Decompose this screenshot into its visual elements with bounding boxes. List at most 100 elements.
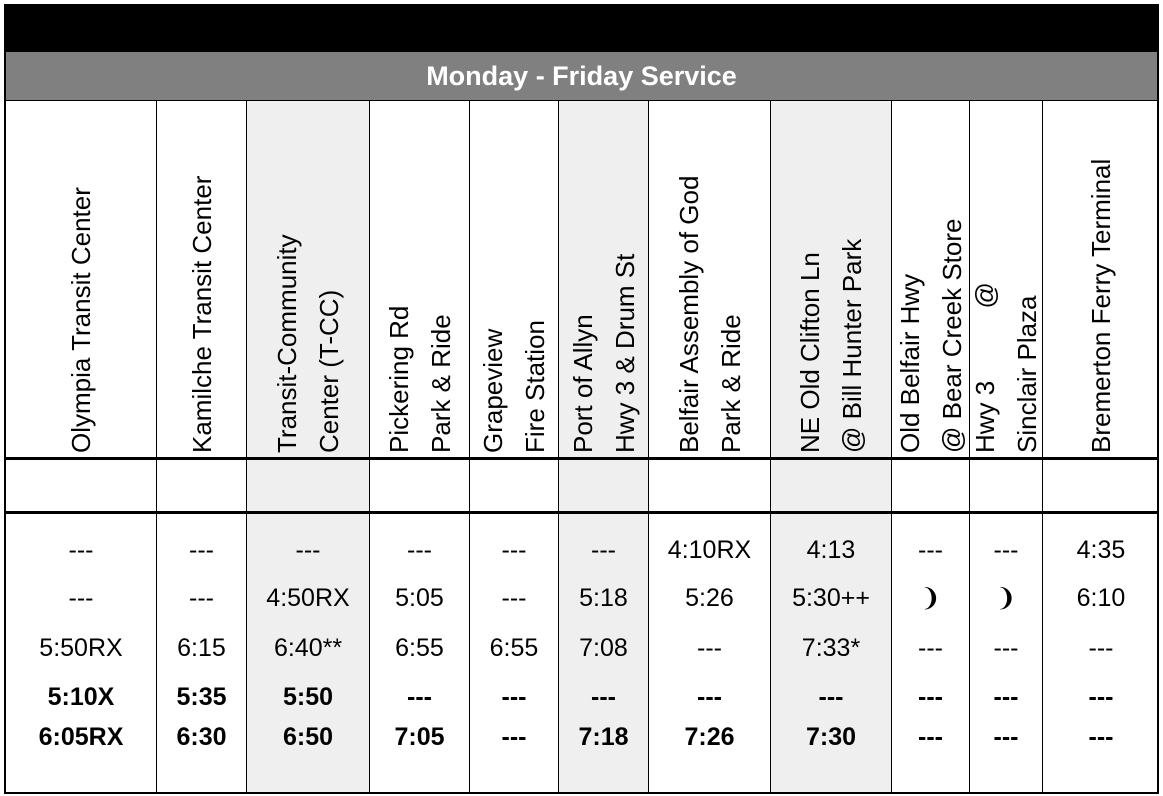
stop-header: Old Belfair Hwy @ Bear Creek Store [892, 101, 969, 460]
stop-header: Kamilche Transit Center [157, 101, 246, 460]
time-cell: --- [591, 683, 616, 711]
time-cell: 5:18 [579, 584, 628, 612]
time-cell: --- [993, 536, 1019, 564]
time-cell: --- [918, 683, 943, 711]
time-cell: --- [501, 584, 527, 612]
time-cell: --- [993, 723, 1019, 751]
time-cell: --- [591, 536, 616, 564]
time-cell: --- [697, 634, 722, 662]
stop-column: NE Old Clifton Ln @ Bill Hunter Park 4:13 5… [771, 101, 892, 792]
time-cell: --- [918, 634, 943, 662]
time-cell: 6:40** [273, 634, 343, 662]
stop-header-text: Old Belfair Hwy @ Bear Creek Store [892, 101, 969, 453]
stop-header: NE Old Clifton Ln @ Bill Hunter Park [771, 101, 891, 460]
time-cell: --- [697, 683, 722, 711]
time-cell: --- [189, 536, 214, 564]
stop-name-line: Kamilche Transit Center [186, 175, 217, 453]
time-cell: 4:35 [1076, 536, 1126, 564]
blank-row [892, 460, 969, 514]
schedule-table: Monday - Friday Service Olympia Transit … [4, 4, 1159, 794]
stop-name-line: Grapeview [478, 328, 508, 453]
time-cell: 5:50RX [39, 634, 123, 662]
time-cell: 4:10RX [667, 536, 752, 564]
stop-header: Pickering Rd Park & Ride [370, 101, 469, 460]
blank-row [771, 460, 891, 514]
blank-row [247, 460, 369, 514]
schedule-grid: Olympia Transit Center --- --- 5:50RX 5:10X 6… [6, 101, 1157, 792]
stop-header-text: Belfair Assembly of God Park & Ride [662, 101, 758, 453]
schedule-title: Monday - Friday Service [426, 60, 737, 91]
blank-row [649, 460, 770, 514]
stop-header: Hwy 3 @ Sinclair Plaza [970, 101, 1042, 460]
time-cell: --- [1088, 634, 1114, 662]
time-cell: 4:13 [806, 536, 856, 564]
time-cell: 7:05 [394, 723, 445, 751]
title-bar: Monday - Friday Service [6, 52, 1157, 101]
time-cell: --- [501, 723, 527, 751]
stop-name-line: Pickering Rd [383, 305, 414, 453]
time-cell: --- [993, 683, 1019, 711]
time-cell: 6:55 [489, 634, 539, 662]
time-cell: 7:08 [579, 634, 628, 662]
stop-name-line: Belfair Assembly of God [673, 175, 704, 453]
stop-header-text: Bremerton Ferry Terminal [1053, 101, 1149, 453]
stop-name-line: Olympia Transit Center [66, 187, 96, 453]
blank-row [1043, 460, 1157, 514]
blank-row [6, 460, 156, 514]
stop-name-line: Hwy 3 @ [970, 282, 1000, 453]
stop-header: Bremerton Ferry Terminal [1043, 101, 1157, 460]
stop-header: Transit-Community Center (T-CC) [247, 101, 369, 460]
time-cell: --- [189, 584, 214, 612]
stop-header-text: Transit-Community Center (T-CC) [260, 101, 356, 453]
stop-column: Old Belfair Hwy @ Bear Creek Store --- ❩ ---… [892, 101, 970, 792]
stop-name-line: Park & Ride [425, 314, 456, 453]
stop-column: Port of Allyn Hwy 3 & Drum St --- 5:18 7:08 -… [559, 101, 649, 792]
time-cell: --- [993, 634, 1019, 662]
stop-name-line: Bremerton Ferry Terminal [1086, 158, 1116, 453]
stop-name-line: Center (T-CC) [314, 289, 344, 453]
stop-column: Pickering Rd Park & Ride --- 5:05 6:55 --- 7:0… [370, 101, 470, 792]
time-cell: 6:55 [395, 634, 444, 662]
stop-column: Transit-Community Center (T-CC) --- 4:50RX 6… [247, 101, 370, 792]
time-cell: --- [918, 536, 943, 564]
time-cell: 5:05 [395, 584, 444, 612]
stop-name-line: Hwy 3 & Drum St [609, 253, 640, 453]
time-cell: 6:15 [177, 634, 226, 662]
time-cell: --- [295, 536, 321, 564]
time-cell: --- [68, 536, 94, 564]
stop-name-line: Fire Station [520, 320, 550, 453]
stop-header-text: Olympia Transit Center [33, 101, 129, 453]
time-cell: 4:50RX [266, 584, 350, 612]
stop-name-line: @ Bill Hunter Park [837, 238, 867, 453]
time-cell: 6:30 [176, 723, 227, 751]
time-cell: 6:05RX [38, 723, 124, 751]
time-cell: 5:30++ [792, 584, 870, 612]
stop-name-line: NE Old Clifton Ln [795, 252, 825, 453]
blank-row [157, 460, 246, 514]
stop-header-text: Hwy 3 @ Sinclair Plaza [970, 101, 1042, 453]
stop-header: Olympia Transit Center [6, 101, 156, 460]
stop-header: Grapeview Fire Station [470, 101, 558, 460]
stop-header-text: Kamilche Transit Center [157, 101, 246, 453]
stop-column: Hwy 3 @ Sinclair Plaza --- ❩ --- --- --- [970, 101, 1043, 792]
time-cell: --- [501, 536, 527, 564]
time-cell: 6:50 [282, 723, 334, 751]
stop-name-line: Sinclair Plaza [1012, 295, 1042, 453]
time-cell: 7:30 [805, 723, 857, 751]
stop-header: Belfair Assembly of God Park & Ride [649, 101, 770, 460]
time-cell: 7:26 [684, 723, 735, 751]
stop-column: Bremerton Ferry Terminal 4:35 6:10 --- --- --… [1043, 101, 1157, 792]
stop-name-line: Park & Ride [715, 314, 746, 453]
stop-header-text: Grapeview Fire Station [470, 101, 558, 453]
time-cell: 7:18 [578, 723, 629, 751]
stop-name-line: Transit-Community [272, 234, 302, 453]
time-cell: 5:35 [176, 683, 227, 711]
time-cell: --- [407, 536, 432, 564]
time-cell: ❩ [995, 584, 1017, 612]
time-cell: ❩ [920, 584, 941, 612]
time-cell: --- [68, 584, 94, 612]
time-cell: 6:10 [1076, 584, 1126, 612]
time-cell: --- [501, 683, 527, 711]
top-black-bar [6, 6, 1157, 52]
stop-name-line: Port of Allyn [567, 314, 598, 453]
